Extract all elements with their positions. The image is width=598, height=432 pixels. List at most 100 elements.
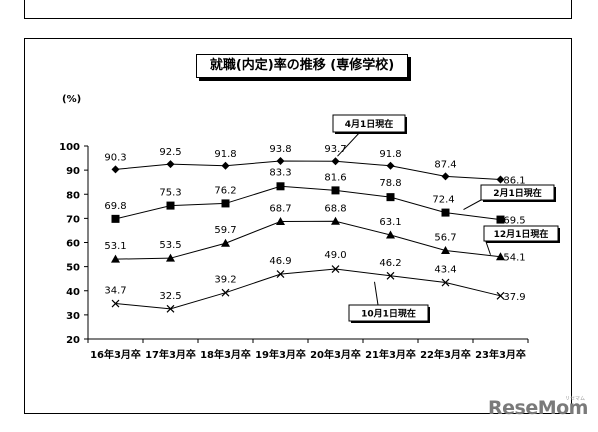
series-name-label: 10月1日現在 bbox=[361, 308, 416, 320]
data-point-diamond bbox=[166, 160, 175, 169]
data-point-diamond bbox=[386, 161, 395, 170]
resemom-logo-kana: リセマム bbox=[565, 396, 586, 402]
data-label: 68.7 bbox=[269, 204, 291, 215]
data-label: 69.5 bbox=[503, 216, 525, 227]
data-point-x bbox=[111, 299, 120, 308]
series-name-label: 2月1日現在 bbox=[493, 187, 542, 199]
x-tick-label: 22年3月卒 bbox=[420, 348, 471, 361]
x-tick-label: 21年3月卒 bbox=[365, 348, 416, 361]
previous-figure-frame bbox=[24, 0, 572, 19]
y-tick-label: 90 bbox=[66, 166, 80, 177]
y-tick-label: 60 bbox=[66, 239, 80, 250]
data-point-diamond bbox=[221, 161, 230, 170]
x-tick-label: 23年3月卒 bbox=[475, 348, 526, 361]
data-point-triangle bbox=[166, 253, 175, 262]
data-point-diamond bbox=[441, 172, 450, 181]
data-label: 78.8 bbox=[379, 178, 401, 189]
data-point-x bbox=[441, 278, 450, 287]
x-tick-label: 16年3月卒 bbox=[90, 348, 141, 361]
data-point-diamond bbox=[111, 165, 120, 174]
callout-leader-line bbox=[374, 281, 379, 306]
data-point-square bbox=[221, 199, 230, 208]
data-point-square bbox=[386, 193, 395, 202]
data-label: 75.3 bbox=[159, 188, 181, 199]
x-tick-label: 20年3月卒 bbox=[310, 348, 361, 361]
callout-leader-line bbox=[337, 130, 362, 157]
data-label: 53.5 bbox=[159, 240, 181, 251]
data-label: 91.8 bbox=[379, 149, 401, 160]
data-point-diamond bbox=[496, 175, 505, 184]
data-label: 72.4 bbox=[432, 195, 454, 206]
data-label: 59.7 bbox=[214, 225, 236, 236]
series-line bbox=[115, 220, 501, 260]
callout-box bbox=[348, 304, 429, 322]
data-label: 46.2 bbox=[379, 258, 401, 269]
data-point-x bbox=[331, 265, 340, 273]
data-point-triangle bbox=[441, 245, 450, 254]
y-tick-label: 20 bbox=[66, 335, 80, 346]
data-label: 37.9 bbox=[503, 292, 525, 303]
series-line bbox=[115, 268, 501, 310]
data-label: 91.8 bbox=[214, 149, 236, 160]
y-tick-label: 30 bbox=[66, 311, 80, 322]
data-point-x bbox=[221, 288, 230, 297]
data-label: 49.0 bbox=[324, 250, 346, 261]
callout-box bbox=[332, 114, 406, 133]
data-label: 54.1 bbox=[503, 253, 525, 264]
data-point-diamond bbox=[331, 157, 340, 166]
data-label: 93.8 bbox=[269, 144, 291, 155]
data-point-square bbox=[276, 182, 285, 191]
data-point-square bbox=[441, 208, 450, 217]
data-label: 93.7 bbox=[324, 144, 346, 155]
y-tick-label: 80 bbox=[66, 190, 80, 201]
y-tick-label: 100 bbox=[59, 142, 80, 153]
chart-frame bbox=[24, 38, 572, 414]
callout-box bbox=[483, 225, 559, 242]
resemom-logo: ReseMom bbox=[488, 397, 588, 419]
data-point-triangle bbox=[496, 252, 505, 261]
x-tick-label: 19年3月卒 bbox=[255, 348, 306, 361]
data-label: 46.9 bbox=[269, 256, 291, 267]
data-label: 53.1 bbox=[104, 241, 126, 252]
data-label: 81.6 bbox=[324, 172, 346, 183]
y-tick-label: 40 bbox=[66, 287, 80, 298]
data-label: 39.2 bbox=[214, 275, 236, 286]
data-label: 34.7 bbox=[104, 286, 126, 297]
x-tick-label: 17年3月卒 bbox=[145, 348, 196, 361]
data-point-x bbox=[276, 270, 285, 279]
data-label: 76.2 bbox=[214, 185, 236, 196]
data-label: 83.3 bbox=[269, 167, 291, 178]
data-point-triangle bbox=[386, 230, 395, 239]
series-line bbox=[115, 160, 501, 181]
data-label: 69.8 bbox=[104, 201, 126, 212]
callout-box bbox=[480, 184, 555, 201]
data-point-triangle bbox=[331, 216, 340, 225]
data-label: 86.1 bbox=[503, 176, 525, 187]
data-point-square bbox=[111, 214, 120, 223]
x-tick-label: 18年3月卒 bbox=[200, 348, 251, 361]
y-axis-unit: (%) bbox=[62, 94, 82, 105]
series-name-label: 12月1日現在 bbox=[494, 228, 549, 240]
data-point-diamond bbox=[276, 156, 285, 165]
series-line bbox=[115, 185, 501, 221]
data-label: 32.5 bbox=[159, 291, 181, 302]
chart-title: 就職(内定)率の推移 (専修学校) bbox=[196, 54, 408, 78]
data-label: 56.7 bbox=[434, 232, 456, 243]
data-label: 63.1 bbox=[379, 217, 401, 228]
series-name-label: 4月1日現在 bbox=[345, 118, 394, 130]
data-label: 87.4 bbox=[434, 159, 456, 170]
data-label: 68.8 bbox=[324, 203, 346, 214]
data-point-square bbox=[331, 186, 340, 195]
y-tick-label: 70 bbox=[66, 214, 80, 225]
y-tick-label: 50 bbox=[66, 263, 80, 274]
data-point-x bbox=[386, 271, 395, 280]
callout-leader-line bbox=[463, 199, 482, 211]
data-point-x bbox=[166, 304, 175, 313]
data-point-triangle bbox=[276, 217, 285, 226]
data-point-square bbox=[496, 215, 505, 224]
data-point-x bbox=[496, 291, 505, 300]
data-point-triangle bbox=[221, 238, 230, 247]
data-point-square bbox=[166, 201, 175, 210]
data-point-triangle bbox=[111, 254, 120, 263]
